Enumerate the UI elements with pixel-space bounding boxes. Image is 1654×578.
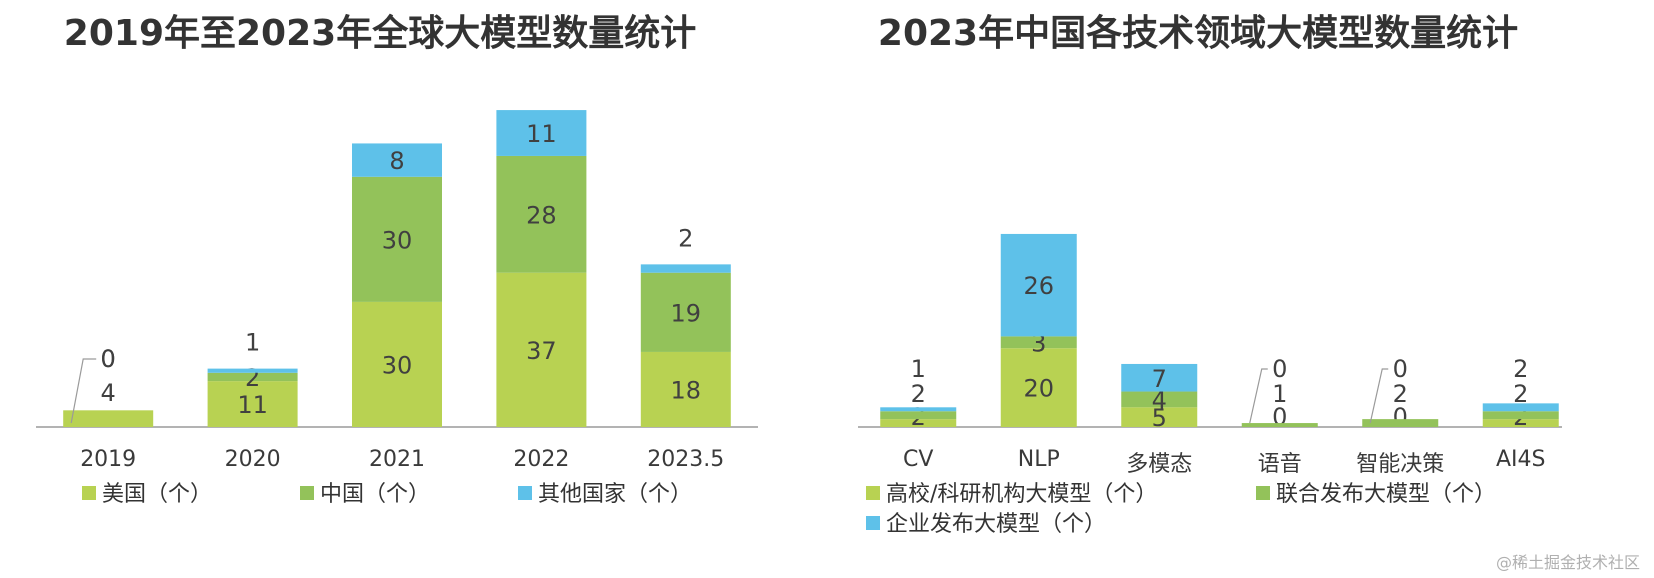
leader-line-语音	[1249, 368, 1268, 424]
x-tick-label: AI4S	[1496, 447, 1546, 472]
chart-china-domains: 2023年中国各技术领域大模型数量统计221CV20326NLP547多模态01…	[858, 13, 1562, 537]
data-label-NLP-2: 26	[1023, 272, 1054, 300]
x-tick-label: CV	[903, 447, 933, 472]
bar-CV-1	[880, 411, 957, 420]
data-label-2020-0: 11	[237, 391, 268, 419]
data-label-多模态-2: 7	[1152, 365, 1167, 393]
data-label-AI4S-2: 2	[1513, 355, 1528, 383]
data-label-NLP-0: 20	[1023, 375, 1054, 403]
data-label-2021-2: 8	[389, 147, 404, 175]
legend-swatch	[866, 486, 880, 500]
watermark-text: @稀土掘金技术社区	[1496, 553, 1640, 572]
data-label-2020-1: 2	[245, 364, 260, 392]
bar-2020-1	[207, 372, 298, 382]
legend-entry: 高校/科研机构大模型（个）	[886, 482, 1157, 507]
data-label-智能决策-2: 0	[1393, 355, 1408, 383]
data-label-2019-0: 4	[101, 379, 116, 407]
data-label-2021-1: 30	[382, 226, 413, 254]
legend-swatch	[866, 516, 880, 530]
bar-多模态-0	[1121, 407, 1198, 427]
bar-2022-1	[496, 155, 587, 273]
legend-entry: 其他国家（个）	[538, 482, 692, 507]
data-label-2023.5-1: 19	[671, 299, 702, 327]
data-label-智能决策-1: 2	[1393, 380, 1408, 408]
data-label-CV-1: 2	[911, 380, 926, 408]
x-tick-label: 2023.5	[647, 447, 724, 472]
data-label-2022-1: 28	[526, 201, 557, 229]
leader-line-2019	[70, 358, 97, 424]
data-label-2020-2: 1	[245, 329, 260, 357]
data-label-2022-2: 11	[526, 120, 557, 148]
legend-entry: 企业发布大模型（个）	[886, 512, 1106, 537]
chart-title: 2023年中国各技术领域大模型数量统计	[878, 13, 1518, 54]
x-tick-label: 2021	[369, 447, 425, 472]
bar-2021-1	[352, 176, 442, 302]
bar-2022-0	[496, 272, 587, 427]
data-label-CV-2: 1	[911, 355, 926, 383]
chart-title: 2019年至2023年全球大模型数量统计	[64, 12, 696, 54]
legend-entry: 中国（个）	[320, 482, 430, 507]
bar-2023.5-2	[640, 264, 731, 273]
data-label-语音-2: 0	[1272, 355, 1287, 383]
bar-NLP-0	[1000, 348, 1077, 427]
data-label-AI4S-1: 2	[1513, 380, 1528, 408]
bar-2021-0	[352, 301, 442, 427]
leader-line-智能决策	[1369, 368, 1389, 424]
x-tick-label: 2020	[225, 447, 281, 472]
x-tick-label: 智能决策	[1356, 452, 1444, 477]
data-label-多模态-0: 5	[1152, 404, 1167, 432]
data-label-多模态-1: 4	[1152, 386, 1167, 414]
data-label-2022-0: 37	[526, 337, 557, 365]
bar-AI4S-2	[1482, 403, 1559, 412]
data-label-2023.5-2: 2	[678, 224, 693, 252]
bar-2023.5-0	[640, 351, 731, 427]
bar-CV-2	[880, 407, 957, 412]
legend-swatch	[1256, 486, 1270, 500]
data-label-2019-2: 0	[101, 345, 116, 373]
legend-swatch	[518, 486, 532, 500]
bar-多模态-1	[1121, 391, 1198, 408]
legend-entry: 联合发布大模型（个）	[1276, 482, 1496, 507]
data-label-2021-0: 30	[382, 351, 413, 379]
bar-NLP-2	[1000, 233, 1077, 337]
x-tick-label: 2019	[80, 447, 136, 472]
bar-AI4S-0	[1482, 419, 1559, 427]
legend-entry: 美国（个）	[102, 482, 212, 507]
x-tick-label: 2022	[513, 447, 569, 472]
x-tick-label: NLP	[1018, 447, 1060, 472]
bar-2019-0	[63, 410, 154, 427]
bar-2021-2	[352, 143, 442, 177]
bar-AI4S-1	[1482, 411, 1559, 420]
bar-2020-0	[207, 381, 298, 427]
x-tick-label: 多模态	[1126, 452, 1192, 477]
bar-2023.5-1	[640, 272, 731, 352]
legend-swatch	[300, 486, 314, 500]
chart-global-models: 2019年至2023年全球大模型数量统计40020191121202030308…	[36, 12, 758, 507]
data-label-语音-1: 1	[1272, 380, 1287, 408]
bar-语音-1	[1241, 423, 1318, 427]
legend-swatch	[82, 486, 96, 500]
data-label-2019-1: 0	[101, 345, 116, 373]
bar-多模态-2	[1121, 363, 1198, 392]
bar-2022-2	[496, 110, 587, 156]
bar-CV-0	[880, 419, 957, 427]
data-label-2023.5-0: 18	[671, 376, 702, 404]
bar-2020-2	[207, 368, 298, 373]
x-tick-label: 语音	[1258, 452, 1302, 477]
bar-智能决策-1	[1362, 419, 1439, 427]
bar-NLP-1	[1000, 336, 1077, 349]
